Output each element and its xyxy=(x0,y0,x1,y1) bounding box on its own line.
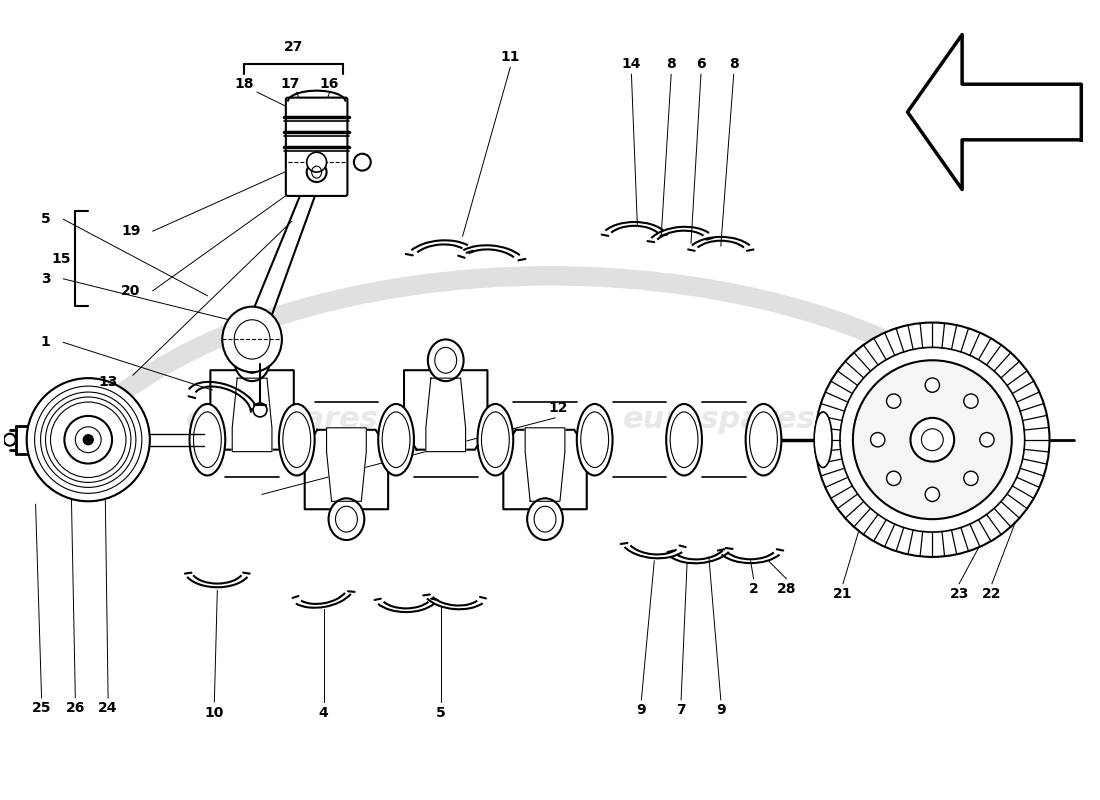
Polygon shape xyxy=(232,378,272,452)
Text: 10: 10 xyxy=(205,706,224,720)
Circle shape xyxy=(307,152,327,172)
Polygon shape xyxy=(426,378,465,452)
Text: 8: 8 xyxy=(729,58,738,71)
Circle shape xyxy=(84,434,94,445)
FancyBboxPatch shape xyxy=(286,98,348,196)
Circle shape xyxy=(911,418,954,462)
Text: 6: 6 xyxy=(696,58,706,71)
Ellipse shape xyxy=(576,404,613,475)
Polygon shape xyxy=(210,370,294,450)
Text: 22: 22 xyxy=(982,586,1002,601)
Text: 24: 24 xyxy=(98,701,118,715)
Circle shape xyxy=(925,487,939,502)
Text: 26: 26 xyxy=(66,701,85,715)
Circle shape xyxy=(65,416,112,463)
Polygon shape xyxy=(404,370,487,450)
Text: 20: 20 xyxy=(121,284,141,298)
Polygon shape xyxy=(504,430,586,510)
Text: 27: 27 xyxy=(284,41,304,54)
Circle shape xyxy=(925,378,939,392)
Ellipse shape xyxy=(329,498,364,540)
Ellipse shape xyxy=(667,404,702,475)
Circle shape xyxy=(26,378,150,502)
Circle shape xyxy=(964,471,978,486)
Text: 5: 5 xyxy=(436,706,446,720)
Ellipse shape xyxy=(477,404,514,475)
Ellipse shape xyxy=(527,498,563,540)
Ellipse shape xyxy=(814,412,832,467)
Ellipse shape xyxy=(428,339,463,381)
Ellipse shape xyxy=(189,404,226,475)
Text: 13: 13 xyxy=(98,375,118,389)
Text: 15: 15 xyxy=(52,252,72,266)
Circle shape xyxy=(887,394,901,408)
Text: 3: 3 xyxy=(41,272,51,286)
Text: 25: 25 xyxy=(32,701,52,715)
Ellipse shape xyxy=(378,404,414,475)
Circle shape xyxy=(253,403,267,417)
Circle shape xyxy=(887,471,901,486)
Text: 18: 18 xyxy=(234,78,254,91)
Text: 2: 2 xyxy=(749,582,759,596)
Text: 21: 21 xyxy=(833,586,853,601)
Text: 17: 17 xyxy=(280,78,299,91)
Text: 23: 23 xyxy=(949,586,969,601)
Ellipse shape xyxy=(222,306,282,372)
Text: 5: 5 xyxy=(41,212,51,226)
Circle shape xyxy=(3,434,15,446)
Circle shape xyxy=(980,433,994,447)
Text: 1: 1 xyxy=(41,335,51,350)
Text: 14: 14 xyxy=(621,58,641,71)
Text: eurospares: eurospares xyxy=(623,406,815,434)
Text: 19: 19 xyxy=(121,224,141,238)
Ellipse shape xyxy=(234,339,270,381)
Text: 11: 11 xyxy=(500,50,520,64)
Circle shape xyxy=(815,322,1049,557)
Circle shape xyxy=(964,394,978,408)
Circle shape xyxy=(840,347,1025,532)
Text: 9: 9 xyxy=(637,703,646,717)
Ellipse shape xyxy=(279,404,315,475)
Ellipse shape xyxy=(746,404,781,475)
Text: 8: 8 xyxy=(667,58,676,71)
Polygon shape xyxy=(525,428,565,502)
Text: 7: 7 xyxy=(676,703,686,717)
Polygon shape xyxy=(327,428,366,502)
Ellipse shape xyxy=(307,162,327,182)
Text: 4: 4 xyxy=(319,706,329,720)
Polygon shape xyxy=(305,430,388,510)
Circle shape xyxy=(852,360,1012,519)
Text: 16: 16 xyxy=(320,78,339,91)
Circle shape xyxy=(870,433,884,447)
Text: eurospares: eurospares xyxy=(186,406,378,434)
Text: 12: 12 xyxy=(548,401,568,415)
Text: 28: 28 xyxy=(777,582,796,596)
Text: 9: 9 xyxy=(716,703,726,717)
Polygon shape xyxy=(908,34,1081,190)
